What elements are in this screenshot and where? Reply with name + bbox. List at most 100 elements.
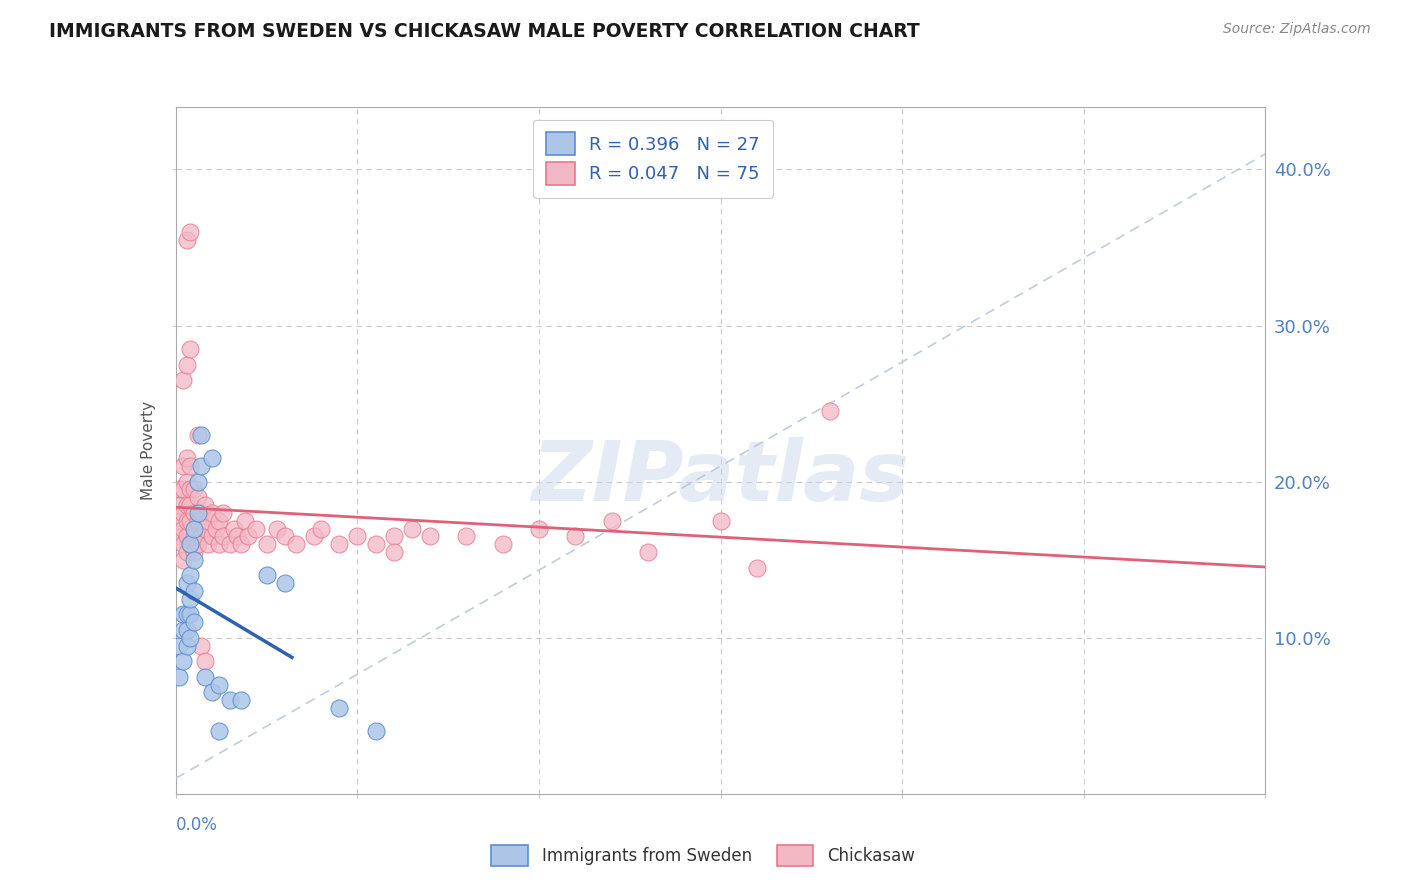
Point	[176, 475, 198, 489]
Point	[309, 521, 332, 535]
Point	[190, 506, 212, 520]
Point	[328, 537, 350, 551]
Point	[176, 545, 198, 559]
Point	[190, 427, 212, 442]
Point	[190, 529, 212, 543]
Point	[176, 529, 198, 543]
Point	[183, 552, 205, 567]
Point	[172, 521, 194, 535]
Point	[194, 670, 217, 684]
Point	[328, 701, 350, 715]
Point	[194, 498, 217, 512]
Point	[364, 724, 387, 739]
Point	[419, 529, 441, 543]
Point	[179, 568, 201, 582]
Point	[302, 529, 325, 543]
Point	[179, 631, 201, 645]
Point	[183, 583, 205, 598]
Legend: R = 0.396   N = 27, R = 0.047   N = 75: R = 0.396 N = 27, R = 0.047 N = 75	[533, 120, 773, 197]
Point	[183, 521, 205, 535]
Point	[600, 514, 623, 528]
Point	[176, 233, 198, 247]
Point	[284, 537, 307, 551]
Point	[194, 521, 217, 535]
Point	[208, 514, 231, 528]
Point	[274, 529, 297, 543]
Point	[382, 545, 405, 559]
Point	[186, 506, 209, 520]
Point	[245, 521, 267, 535]
Point	[564, 529, 586, 543]
Point	[186, 475, 209, 489]
Point	[186, 514, 209, 528]
Point	[179, 514, 201, 528]
Point	[169, 514, 191, 528]
Y-axis label: Male Poverty: Male Poverty	[141, 401, 156, 500]
Point	[201, 451, 224, 466]
Point	[179, 342, 201, 356]
Point	[172, 552, 194, 567]
Point	[201, 506, 224, 520]
Legend: Immigrants from Sweden, Chickasaw: Immigrants from Sweden, Chickasaw	[485, 838, 921, 873]
Point	[274, 576, 297, 591]
Point	[176, 514, 198, 528]
Text: 0.0%: 0.0%	[176, 816, 218, 834]
Point	[212, 506, 235, 520]
Point	[172, 483, 194, 497]
Point	[179, 537, 201, 551]
Point	[197, 537, 219, 551]
Point	[169, 529, 191, 543]
Point	[233, 514, 256, 528]
Point	[183, 529, 205, 543]
Point	[176, 451, 198, 466]
Point	[194, 654, 217, 668]
Point	[172, 373, 194, 387]
Point	[179, 537, 201, 551]
Point	[190, 639, 212, 653]
Point	[238, 529, 260, 543]
Point	[176, 576, 198, 591]
Point	[172, 623, 194, 637]
Point	[201, 685, 224, 699]
Point	[231, 693, 253, 707]
Point	[219, 693, 242, 707]
Point	[256, 537, 278, 551]
Point	[637, 545, 659, 559]
Point	[208, 678, 231, 692]
Point	[818, 404, 841, 418]
Point	[183, 483, 205, 497]
Point	[183, 545, 205, 559]
Point	[176, 498, 198, 512]
Point	[266, 521, 288, 535]
Point	[219, 537, 242, 551]
Point	[172, 654, 194, 668]
Point	[169, 498, 191, 512]
Point	[179, 483, 201, 497]
Point	[176, 639, 198, 653]
Point	[176, 607, 198, 622]
Point	[186, 490, 209, 504]
Point	[186, 427, 209, 442]
Point	[208, 537, 231, 551]
Point	[179, 607, 201, 622]
Point	[179, 591, 201, 606]
Point	[492, 537, 515, 551]
Point	[172, 607, 194, 622]
Point	[346, 529, 368, 543]
Text: Source: ZipAtlas.com: Source: ZipAtlas.com	[1223, 22, 1371, 37]
Point	[183, 615, 205, 630]
Point	[527, 521, 550, 535]
Point	[179, 498, 201, 512]
Point	[169, 670, 191, 684]
Point	[382, 529, 405, 543]
Text: IMMIGRANTS FROM SWEDEN VS CHICKASAW MALE POVERTY CORRELATION CHART: IMMIGRANTS FROM SWEDEN VS CHICKASAW MALE…	[49, 22, 920, 41]
Point	[169, 639, 191, 653]
Point	[176, 358, 198, 372]
Point	[172, 506, 194, 520]
Point	[169, 483, 191, 497]
Point	[401, 521, 423, 535]
Point	[231, 537, 253, 551]
Point	[190, 458, 212, 473]
Point	[172, 537, 194, 551]
Point	[256, 568, 278, 582]
